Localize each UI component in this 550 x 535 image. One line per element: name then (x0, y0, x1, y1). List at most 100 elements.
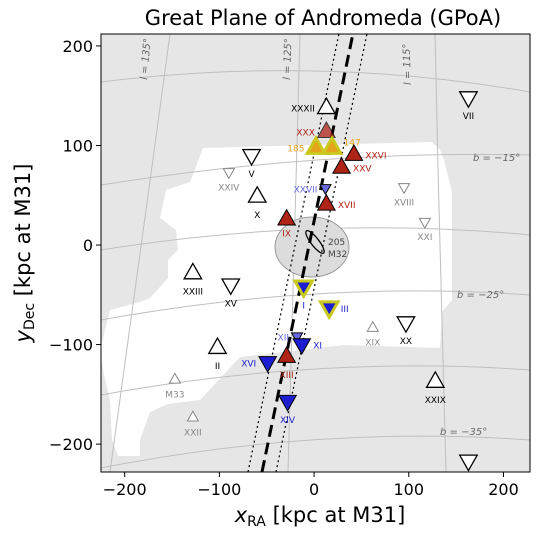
plane-fit (247, 34, 368, 472)
satellite-label-xiii: XIII (280, 371, 294, 381)
satellite-label-185: 185 (287, 144, 304, 154)
grid-label-l135: l = 135° (139, 38, 154, 80)
m31-ellipse (305, 230, 325, 254)
satellite-marker-ii (207, 336, 228, 355)
satellite-label-xxv: XXV (353, 164, 372, 174)
y-tick-label: 0 (83, 236, 93, 255)
grid-label-b15: b = −15° (473, 153, 520, 164)
satellite-label-xxvii: XXVII (294, 185, 318, 195)
x-tick-label: 200 (488, 480, 519, 499)
satellite-label-xii: XII (278, 334, 289, 344)
y-axis-title: yDec [kpc at M31] (11, 164, 38, 344)
satellite-marker-xix (366, 320, 380, 332)
satellite-marker-147 (320, 134, 344, 155)
satellite-marker-i (292, 279, 315, 300)
x-axis-title: xRA [kpc at M31] (234, 503, 406, 530)
latitude-line-d (101, 290, 530, 321)
satellite-label-xi: XI (313, 342, 322, 352)
satellite-label-vii: VII (463, 112, 474, 122)
y-tick-label: −100 (49, 336, 93, 355)
satellite-marker-xxxii (316, 96, 337, 115)
latitude-line-e (101, 365, 530, 396)
satellite-label-xvii: XVII (338, 201, 356, 211)
satellite-label-iii: III (341, 305, 349, 315)
sky-grid-labels: l = 135° l = 125° l = 115° b = −15° b = … (139, 38, 520, 438)
grid-label-b25: b = −25° (457, 290, 504, 301)
latitude-line-a (101, 70, 530, 93)
latitude-line-f (101, 435, 530, 469)
satellite-label-xix: XIX (365, 339, 380, 349)
satellite-label-xxxii: XXXII (291, 105, 315, 115)
x-axis-ticks: −200 −100 0 100 200 (103, 472, 519, 499)
satellite-marker-xiii (277, 346, 297, 363)
x-tick-label: 0 (309, 480, 319, 499)
satellite-marker-xxvii (319, 184, 332, 196)
satellite-label-xviii: XVIII (394, 198, 414, 208)
satellite-label-xv: XV (225, 299, 238, 309)
satellite-markers: XXXIIVIIVXXXIIIXVIIXXXXIXVIXXIVXVIIIXXIX… (165, 91, 479, 486)
x-tick-label: −200 (103, 480, 147, 499)
satellite-marker-xxx (316, 121, 336, 138)
m31-disk (274, 216, 350, 278)
satellite-marker-xxiii (183, 262, 203, 280)
satellite-label-v: V (248, 170, 255, 180)
y-tick-label: 200 (62, 37, 93, 56)
satellite-label-x: X (254, 211, 260, 221)
satellite-label-ii: II (215, 362, 220, 372)
satellite-marker-vii (458, 91, 479, 109)
longitude-line-115 (434, 34, 447, 472)
satellite-marker-xv (220, 278, 241, 296)
satellite-marker-xii (290, 332, 304, 344)
plot-frame (100, 33, 531, 473)
satellite-label-xxiii: XXIII (183, 287, 203, 297)
satellite-marker-iii (317, 300, 341, 321)
satellite-marker-vi (458, 454, 479, 472)
grid-label-b35: b = −35° (440, 427, 487, 438)
satellite-label-m33: M33 (165, 390, 184, 400)
grid-label-l125: l = 125° (282, 38, 294, 80)
satellite-label-xx: XX (400, 337, 412, 347)
companion-label-m32: M32 (328, 250, 347, 260)
satellite-label-vi: VI (464, 476, 473, 486)
satellite-label-147: 147 (344, 138, 361, 148)
satellite-marker-ix (277, 208, 297, 226)
satellite-marker-v (241, 148, 262, 167)
satellite-marker-xxiv (222, 168, 236, 180)
y-tick-label: 100 (62, 136, 93, 155)
satellite-marker-xxv (331, 156, 352, 174)
satellite-marker-xxii (186, 410, 200, 422)
satellite-marker-xvi (258, 356, 278, 374)
satellite-marker-xxix (425, 370, 446, 388)
satellite-label-xxvi: XXVI (365, 151, 386, 161)
longitude-line-135 (109, 34, 171, 472)
satellite-label-xvi: XVI (241, 360, 256, 370)
satellite-marker-xiv (277, 394, 298, 412)
satellite-marker-x (247, 185, 268, 203)
companion-label-205: 205 (328, 238, 345, 248)
y-axis-ticks: −200 −100 0 100 200 (49, 37, 101, 454)
x-tick-label: 100 (394, 480, 425, 499)
satellite-label-xiv: XIV (280, 416, 296, 426)
chart-title: Great Plane of Andromeda (GPoA) (145, 6, 501, 30)
satellite-marker-xx (396, 316, 416, 334)
satellite-marker-185 (304, 134, 328, 155)
survey-footprint (101, 142, 452, 456)
satellite-label-ix: IX (282, 230, 291, 240)
satellite-label-xxix: XXIX (425, 396, 446, 406)
satellite-marker-xxi (418, 217, 432, 230)
satellite-label-xxii: XXII (184, 428, 202, 438)
satellite-label-xxiv: XXIV (218, 183, 240, 193)
satellite-marker-xxvi (344, 143, 364, 161)
satellite-marker-xvii (316, 193, 336, 211)
satellite-label-xxi: XXI (417, 233, 432, 243)
satellite-label-i: I (302, 301, 305, 311)
x-tick-label: −100 (197, 480, 241, 499)
plane-fit-line (260, 34, 355, 472)
grid-label-l115: l = 115° (402, 43, 414, 85)
latitude-line-b (101, 153, 530, 186)
satellite-marker-m33 (168, 372, 182, 384)
satellite-label-xxx: XXX (296, 129, 315, 139)
y-tick-label: −200 (49, 435, 93, 454)
